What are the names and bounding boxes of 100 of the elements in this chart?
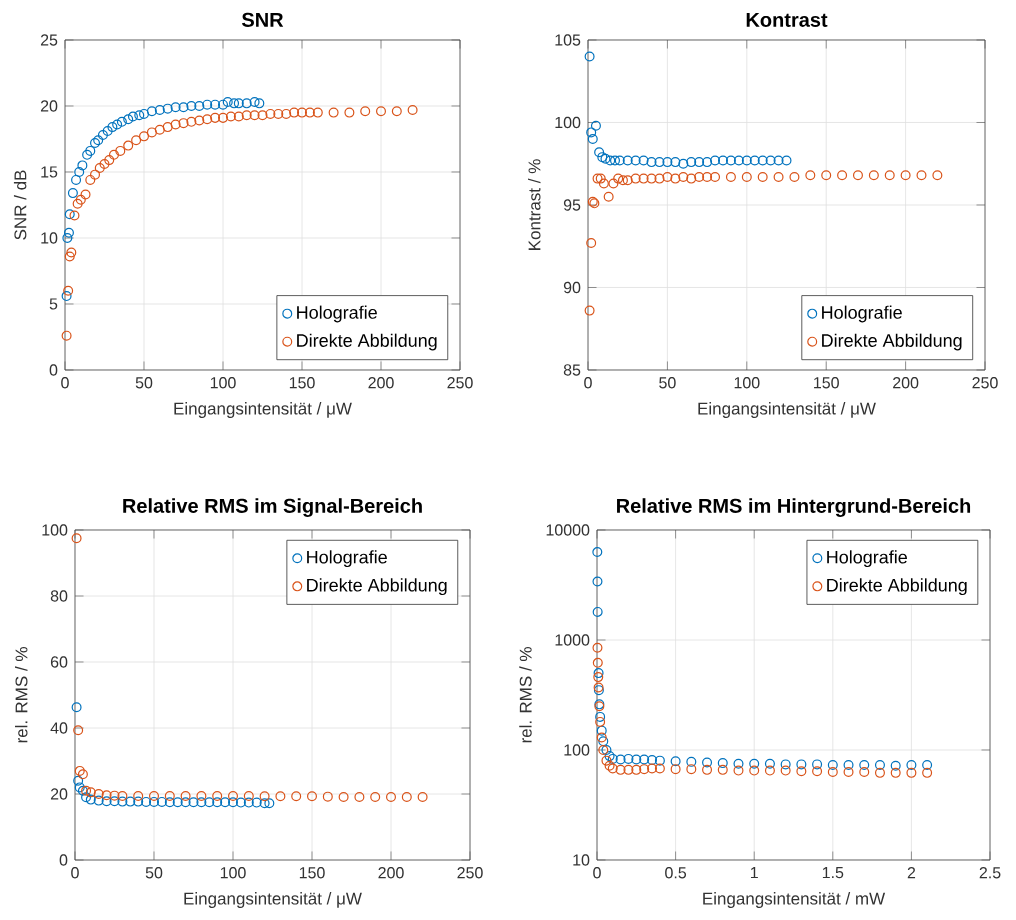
point — [344, 107, 355, 118]
point — [670, 756, 681, 767]
point — [590, 120, 601, 131]
point — [354, 791, 365, 802]
point — [94, 163, 105, 174]
point — [922, 760, 933, 771]
point — [837, 170, 848, 181]
point — [821, 170, 832, 181]
legend-label: Direkte Abbildung — [827, 578, 967, 596]
point — [112, 119, 123, 130]
x-tick-label: 200 — [368, 377, 394, 389]
point — [796, 759, 807, 770]
y-tick-label: 0 — [59, 854, 68, 866]
y-axis-title: SNR / dB — [13, 170, 27, 240]
point — [773, 171, 784, 182]
point — [101, 790, 112, 801]
point — [874, 767, 885, 778]
point — [662, 157, 673, 168]
point — [670, 173, 681, 184]
x-axis-title: Eingangsintensität / μW — [698, 402, 876, 418]
point — [66, 247, 77, 258]
x-tick-label: 1.5 — [822, 867, 844, 879]
point — [80, 189, 91, 200]
chart-title: Kontrast — [746, 12, 828, 27]
point — [265, 108, 276, 119]
point — [85, 787, 96, 798]
point — [93, 789, 104, 799]
point — [874, 760, 885, 771]
point — [85, 145, 96, 156]
point — [391, 106, 402, 117]
point — [592, 642, 603, 653]
point — [202, 99, 213, 110]
point — [623, 753, 634, 764]
point — [654, 173, 665, 184]
point — [631, 754, 642, 765]
point — [916, 170, 927, 181]
point — [717, 764, 728, 775]
point — [827, 760, 838, 771]
point — [613, 173, 624, 184]
point — [162, 122, 173, 133]
point — [125, 796, 136, 807]
point — [733, 758, 744, 769]
point — [702, 171, 713, 182]
point — [702, 764, 713, 775]
point — [275, 791, 286, 802]
point — [97, 130, 108, 141]
point — [218, 112, 229, 123]
point — [725, 155, 736, 166]
point — [646, 157, 657, 168]
point — [63, 285, 74, 296]
point — [852, 170, 863, 181]
point — [64, 251, 75, 262]
point — [654, 755, 665, 766]
point — [77, 160, 88, 171]
legend-label: Holografie — [297, 305, 377, 323]
point — [584, 51, 595, 62]
point — [780, 759, 791, 770]
point — [595, 711, 606, 722]
point — [93, 795, 104, 806]
point — [601, 755, 612, 766]
point — [725, 171, 736, 182]
y-tick-label: 15 — [41, 166, 58, 178]
point — [757, 155, 768, 166]
point — [243, 790, 254, 801]
y-tick-label: 20 — [40, 100, 58, 112]
point — [859, 767, 870, 778]
point — [72, 198, 83, 209]
x-tick-label: 100 — [210, 377, 236, 389]
point — [228, 797, 238, 808]
point — [789, 171, 800, 182]
point — [109, 796, 120, 807]
point — [117, 796, 128, 807]
y-tick-label: 60 — [50, 656, 68, 668]
point — [639, 764, 650, 775]
x-tick-label: 0 — [71, 867, 79, 879]
legend-label: Direkte Abbildung — [297, 333, 437, 351]
point — [638, 155, 649, 166]
point — [291, 791, 302, 802]
point — [222, 97, 233, 108]
chart-title: Relative RMS im Signal-Bereich — [123, 498, 422, 517]
point — [249, 110, 260, 121]
point — [670, 764, 681, 775]
point — [210, 112, 221, 123]
point — [900, 170, 911, 181]
point — [610, 155, 620, 166]
point — [178, 118, 189, 129]
point — [670, 157, 681, 168]
point — [71, 533, 82, 544]
point — [212, 790, 223, 801]
point — [180, 790, 191, 801]
y-tick-label: 80 — [50, 590, 68, 602]
point — [328, 107, 339, 118]
point — [586, 237, 597, 248]
point — [188, 797, 199, 808]
point — [694, 171, 705, 182]
point — [615, 764, 626, 775]
point — [654, 763, 665, 774]
point — [906, 760, 917, 771]
x-tick-label: 250 — [457, 867, 483, 879]
y-tick-label: 10 — [41, 232, 58, 244]
